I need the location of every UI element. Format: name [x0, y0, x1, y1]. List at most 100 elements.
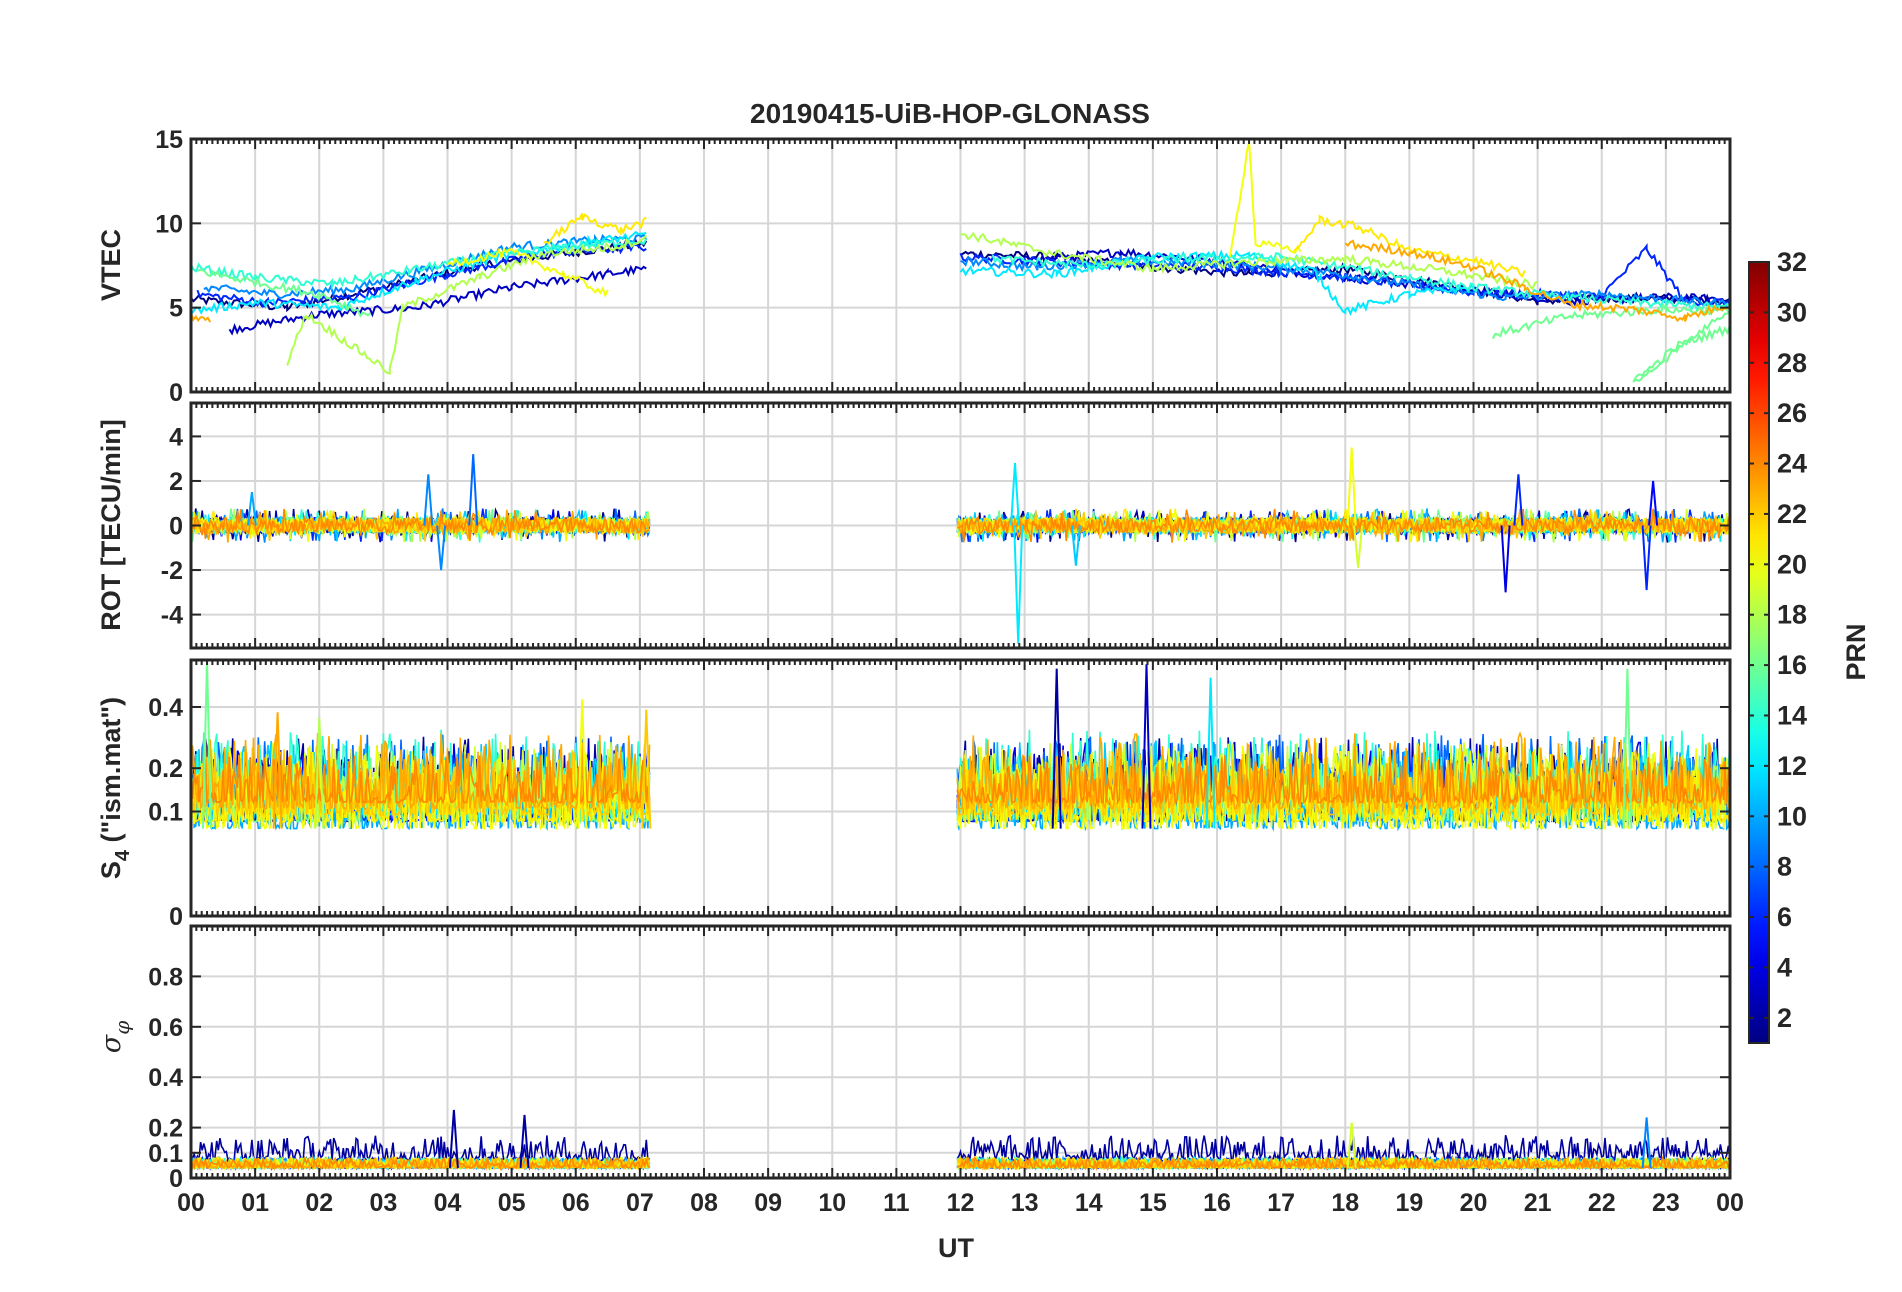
- x-tick-label: 13: [1011, 1189, 1039, 1217]
- x-tick-label: 10: [818, 1189, 846, 1217]
- y-tick-label: 2: [169, 468, 183, 496]
- peak-prn-9: [423, 474, 434, 526]
- x-axis-label: UT: [938, 1233, 974, 1263]
- y-tick-label: 0: [169, 903, 183, 931]
- colorbar-tick-label: 14: [1777, 700, 1807, 730]
- data-sigma_phi: [191, 1109, 1730, 1172]
- series-prn-14: [191, 238, 1730, 312]
- peak-prn-12: [1205, 677, 1216, 829]
- x-tick-label: 23: [1652, 1189, 1680, 1217]
- peak-prn-18: [314, 717, 325, 829]
- colorbar-label: PRN: [1841, 623, 1871, 680]
- y-tick-label: 0: [169, 513, 183, 541]
- peak-prn-2: [448, 1109, 459, 1168]
- x-tick-label: 12: [947, 1189, 975, 1217]
- y-tick-label: 0.2: [148, 1115, 183, 1143]
- peak-prn-2: [519, 1114, 530, 1168]
- chart-title: 20190415-UiB-HOP-GLONASS: [750, 98, 1150, 129]
- y-axis-label-s4: S4 ("ism.mat"): [96, 697, 134, 879]
- x-tick-label: 09: [754, 1189, 782, 1217]
- peak-prn-20: [1346, 447, 1357, 526]
- x-tick-label: 18: [1331, 1189, 1359, 1217]
- panel-vtec: 0 5 10 15 VTEC: [96, 126, 1732, 407]
- panel-rot: -4 -2 0 2 4 ROT [TECU/min]: [96, 401, 1732, 650]
- peak-prn-4: [1500, 525, 1511, 593]
- data-s4: [191, 660, 1730, 832]
- peak-prn-19: [1353, 525, 1364, 568]
- series-prn-24: [191, 508, 1730, 543]
- peak-prn-6: [1513, 474, 1524, 526]
- colorbar-tick-label: 32: [1777, 247, 1807, 277]
- colorbar-tick-label: 26: [1777, 398, 1807, 428]
- y-tick-label: 0.6: [148, 1014, 183, 1042]
- y-tick-label: 0.4: [148, 694, 183, 722]
- peak-prn-10: [246, 491, 257, 526]
- x-tick-label: 17: [1267, 1189, 1295, 1217]
- y-tick-label: -4: [161, 602, 183, 630]
- y-tick-label: 0.2: [148, 755, 183, 783]
- x-tick-label: 15: [1139, 1189, 1167, 1217]
- colorbar-tick-label: 24: [1777, 449, 1807, 479]
- ticks-vtec: [190, 138, 1731, 393]
- x-tick-label: 01: [241, 1189, 269, 1217]
- series-prn-20: [447, 141, 1302, 299]
- y-label-main: σ: [96, 1033, 127, 1053]
- series-prn-21: [191, 767, 1730, 825]
- colorbar-tick-label: 8: [1777, 852, 1792, 882]
- colorbar-scale: [1748, 261, 1770, 1044]
- x-tick-label: 08: [690, 1189, 718, 1217]
- panel-sigma_phi: 00.10.2 0.4 0.6 0.8 σφ: [96, 924, 1732, 1193]
- x-tick-label: 19: [1395, 1189, 1423, 1217]
- y-tick-label: -2: [161, 557, 183, 585]
- series-prn-23: [191, 508, 1730, 543]
- x-tick-label: 16: [1203, 1189, 1231, 1217]
- x-tick-label: 03: [369, 1189, 397, 1217]
- peak-prn-3: [1141, 664, 1152, 829]
- y-axis-label-sigma_phi: σφ: [96, 1021, 134, 1053]
- colorbar-tick-label: 20: [1777, 549, 1807, 579]
- series-prn-16: [197, 268, 1730, 383]
- peak-prn-5: [1648, 480, 1659, 526]
- grid-vtec: [191, 139, 1730, 392]
- peak-prn-19: [1346, 1122, 1357, 1168]
- ticks-sigma_phi: [190, 926, 1731, 1179]
- peak-prn-23: [272, 712, 283, 829]
- x-tick-label: 05: [498, 1189, 526, 1217]
- peak-prn-9: [436, 525, 447, 571]
- x-tick-label: 06: [562, 1189, 590, 1217]
- colorbar-tick-label: 16: [1777, 650, 1807, 680]
- colorbar-tick-label: 18: [1777, 600, 1807, 630]
- x-tick-label: 07: [626, 1189, 654, 1217]
- y-tick-label: 0.1: [148, 1140, 183, 1168]
- x-tick-label: 02: [305, 1189, 333, 1217]
- x-tick-label: 20: [1460, 1189, 1488, 1217]
- peak-prn-22: [641, 709, 652, 829]
- peak-prn-8: [468, 454, 479, 526]
- peak-prn-2: [1051, 668, 1062, 829]
- y-label-sub: φ: [110, 1021, 134, 1035]
- data-vtec: [191, 141, 1730, 383]
- series-prn-24: [191, 753, 1730, 806]
- colorbar-tick-label: 28: [1777, 348, 1807, 378]
- panel-s4: 0 0.1 0.2 0.4 S4 ("ism.mat"): [96, 658, 1732, 931]
- x-tick-label: 04: [434, 1189, 462, 1217]
- peak-prn-11: [1070, 525, 1081, 566]
- peak-prn-12: [1013, 525, 1024, 644]
- y-tick-label: 10: [155, 210, 183, 238]
- x-tick-label: 00: [1716, 1189, 1744, 1217]
- peak-prn-16: [202, 660, 212, 829]
- y-tick-label: 4: [169, 423, 183, 451]
- y-tick-label: 0: [169, 379, 183, 407]
- y-label-rest: ("ism.mat"): [96, 697, 126, 850]
- series-prn-21: [543, 212, 1526, 279]
- colorbar-tick-label: 12: [1777, 751, 1807, 781]
- y-tick-label: 0.1: [148, 798, 183, 826]
- ticks-s4: [190, 660, 1731, 917]
- colorbar-tick-label: 4: [1777, 952, 1792, 982]
- colorbar-tick-label: 2: [1777, 1003, 1792, 1033]
- colorbar-tick-label: 10: [1777, 801, 1807, 831]
- y-tick-label: 15: [155, 126, 183, 154]
